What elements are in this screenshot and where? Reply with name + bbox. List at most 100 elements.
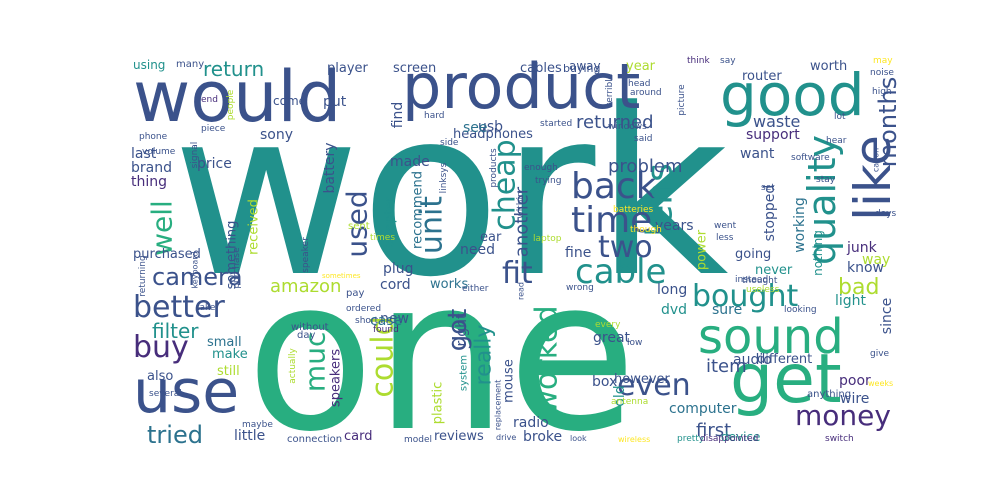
word-using: using: [133, 58, 165, 72]
word-end: end: [201, 95, 218, 105]
word-dvd: dvd: [661, 302, 687, 318]
word-junk: junk: [846, 240, 878, 256]
word-every: every: [595, 320, 621, 330]
word-really: really: [472, 325, 497, 386]
word-hear: hear: [826, 136, 847, 146]
word-even: even: [617, 368, 691, 403]
word-year: year: [626, 59, 656, 74]
word-linksys: linksys: [439, 162, 449, 193]
word-set: set: [761, 183, 775, 193]
word-old: old: [612, 385, 628, 406]
word-bad: bad: [838, 275, 879, 300]
word-returning: returning: [138, 255, 148, 296]
word-problem: problem: [608, 156, 682, 177]
word-good: good: [720, 61, 865, 129]
word-money: money: [795, 399, 891, 432]
word-side: side: [440, 138, 459, 148]
word-connection: connection: [287, 434, 342, 445]
word-hard: hard: [424, 111, 444, 121]
word-quality: quality: [800, 135, 844, 265]
word-sent: sent: [348, 221, 370, 232]
word-unit: unit: [415, 196, 450, 254]
word-sound: sound: [698, 309, 844, 365]
word-replacement: replacement: [494, 380, 503, 430]
word-another: another: [512, 186, 533, 257]
word-volume: volume: [142, 147, 176, 157]
word-high: high: [872, 87, 892, 97]
word-weeks: weeks: [868, 379, 893, 388]
word-canon: canon: [872, 148, 881, 172]
word-usb: usb: [478, 119, 503, 135]
word-either: either: [462, 284, 489, 294]
word-stay: stay: [816, 175, 836, 185]
word-several: several: [149, 389, 182, 399]
word-ordered: ordered: [346, 304, 381, 314]
word-want: want: [740, 146, 775, 162]
word-products: products: [489, 148, 499, 188]
word-windows: windows: [608, 122, 647, 132]
word-used: used: [341, 190, 374, 257]
word-item: item: [706, 356, 747, 377]
word-laptop: laptop: [533, 234, 562, 244]
word-batteries: batteries: [613, 205, 654, 215]
word-much: much: [299, 314, 332, 392]
word-great: great: [593, 330, 631, 346]
word-work: work: [172, 61, 729, 328]
word-make: make: [212, 347, 248, 362]
word-sometimes: sometimes: [322, 272, 361, 280]
word-never: never: [755, 263, 793, 278]
word-like: like: [844, 135, 902, 221]
word-went: went: [714, 221, 737, 231]
word-speakers: speakers: [329, 349, 344, 407]
word-return: return: [203, 57, 264, 81]
word-product: product: [402, 50, 640, 123]
word-worth: worth: [810, 59, 847, 74]
word-say: say: [720, 56, 736, 66]
word-audio: audio: [733, 352, 772, 368]
word-use: use: [133, 357, 239, 427]
word-looking: looking: [784, 305, 817, 315]
word-sure: sure: [712, 302, 742, 318]
word-without: without: [291, 322, 329, 333]
word-stopped: stopped: [762, 185, 778, 242]
word-keyboard: keyboard: [191, 251, 200, 288]
word-box: box: [592, 374, 617, 390]
word-maybe: maybe: [242, 420, 273, 430]
word-see: see: [463, 120, 488, 136]
word-also: also: [147, 369, 173, 384]
word-model: model: [404, 435, 432, 445]
word-within: within: [516, 191, 526, 218]
word-cheap: cheap: [488, 139, 523, 230]
word-worked: worked: [530, 305, 565, 414]
word-amazon: amazon: [270, 276, 341, 297]
word-way: way: [862, 252, 890, 268]
word-price: price: [197, 156, 232, 172]
word-received: received: [247, 199, 262, 255]
word-well: well: [146, 200, 179, 256]
word-since: since: [879, 298, 895, 334]
word-ear: ear: [480, 230, 502, 245]
word-software: software: [791, 153, 830, 163]
word-disappointed: disappointed: [700, 434, 758, 444]
word-terrible: terrible: [605, 73, 615, 106]
word-read: read: [517, 282, 526, 300]
word-antenna: antenna: [611, 397, 648, 407]
word-give: give: [870, 349, 890, 359]
word-works: works: [430, 277, 468, 292]
word-noise: noise: [870, 68, 894, 78]
word-two: two: [598, 230, 653, 265]
word-purchase: purchase: [232, 247, 242, 289]
word-look: look: [570, 434, 587, 443]
word-away: away: [569, 59, 601, 73]
word-put: put: [323, 94, 347, 110]
word-filter: filter: [152, 319, 199, 343]
word-thought: thought: [742, 276, 778, 286]
word-different: different: [757, 352, 812, 367]
word-small: small: [207, 335, 242, 350]
word-adapter: adapter: [383, 196, 398, 248]
word-months: months: [874, 77, 902, 167]
word-waste: waste: [753, 112, 800, 131]
word-piece: piece: [201, 124, 226, 134]
word-low: low: [627, 338, 642, 348]
